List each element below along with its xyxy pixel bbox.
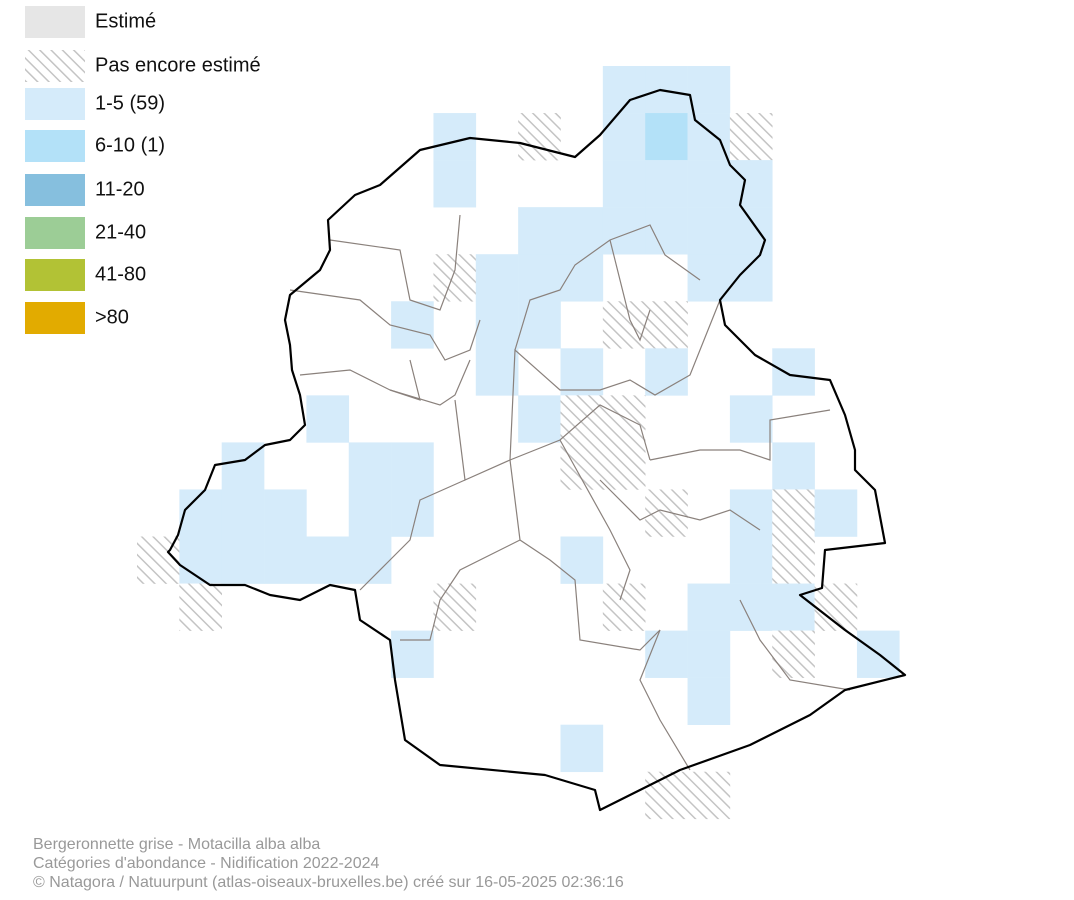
grid-cells (137, 66, 900, 820)
grid-cell (645, 207, 688, 255)
grid-cell (518, 395, 561, 443)
grid-cell (475, 301, 519, 349)
grid-cell (348, 442, 392, 490)
grid-cell (729, 395, 773, 443)
grid-cell (645, 771, 688, 820)
grid-cell (729, 536, 773, 584)
legend-label: 6-10 (1) (95, 134, 165, 156)
grid-cell (729, 113, 773, 161)
grid-cell (475, 348, 519, 396)
grid-cell (560, 207, 604, 255)
grid-cell (729, 207, 773, 255)
grid-cell (560, 395, 604, 443)
legend-label: 41-80 (95, 263, 146, 285)
grid-cell (602, 301, 646, 349)
grid-cell (602, 160, 646, 208)
legend-swatch (25, 302, 85, 334)
grid-cell (602, 583, 646, 631)
grid-cell (433, 113, 477, 161)
grid-cell (518, 301, 561, 349)
grid-cell (772, 583, 815, 631)
grid-cell (433, 254, 477, 302)
grid-cell (645, 113, 688, 161)
grid-cell (687, 771, 731, 820)
legend-label: >80 (95, 306, 129, 328)
footer-line: Catégories d'abondance - Nidification 20… (33, 855, 380, 872)
grid-cell (729, 583, 773, 631)
grid-cell (179, 536, 222, 584)
grid-cell (602, 442, 646, 490)
grid-cell (814, 489, 858, 537)
grid-cell (433, 583, 477, 631)
legend: Estimé Pas encore estimé 1-5 (59) 6-10 (1) 1… (25, 6, 261, 334)
legend-label: 11-20 (95, 178, 145, 200)
grid-cell (772, 630, 815, 678)
grid-cell (772, 442, 815, 490)
grid-cell (306, 536, 350, 584)
grid-cell (645, 66, 688, 114)
grid-cell (348, 536, 392, 584)
grid-cell (391, 442, 434, 490)
grid-cell (687, 160, 731, 208)
grid-cell (560, 348, 604, 396)
grid-cell (560, 442, 604, 490)
grid-cell (306, 395, 350, 443)
legend-label: 1-5 (59) (95, 92, 165, 114)
legend-swatch (25, 174, 85, 206)
grid-cell (645, 160, 688, 208)
legend-label: Estimé (95, 10, 156, 32)
grid-cell (391, 630, 434, 678)
grid-cell (687, 207, 731, 255)
legend-swatch (25, 88, 85, 120)
grid-cell (602, 395, 646, 443)
grid-cell (221, 489, 265, 537)
region-outline (166, 88, 907, 812)
grid-cell (602, 113, 646, 161)
grid-cell (729, 489, 773, 537)
grid-cell (433, 160, 477, 208)
grid-cell (264, 489, 307, 537)
grid-cell (687, 254, 731, 302)
grid-cell (264, 536, 307, 584)
grid-cell (221, 536, 265, 584)
grid-cell (475, 254, 519, 302)
municipal-borders (289, 214, 851, 771)
grid-cell (687, 583, 731, 631)
grid-cell (602, 207, 646, 255)
grid-cell (179, 489, 222, 537)
grid-cell (772, 489, 815, 537)
grid-cell (645, 301, 688, 349)
grid-cell (560, 724, 604, 773)
legend-label: Pas encore estimé (95, 54, 261, 76)
legend-swatch (25, 6, 85, 38)
legend-swatch (25, 130, 85, 162)
grid-cell (391, 301, 434, 349)
footer: Bergeronnette grise - Motacilla alba alb… (33, 836, 624, 891)
grid-cell (518, 254, 561, 302)
legend-swatch (25, 259, 85, 291)
grid-cell (560, 536, 604, 584)
grid-cell (518, 207, 561, 255)
legend-swatch (25, 50, 85, 82)
grid-cell (687, 66, 731, 114)
grid-cell (687, 630, 731, 678)
grid-cell (518, 113, 561, 161)
grid-cell (772, 536, 815, 584)
grid-cell (729, 160, 773, 208)
grid-cell (179, 583, 222, 631)
grid-cell (687, 677, 731, 725)
legend-label: 21-40 (95, 221, 146, 243)
grid-cell (772, 348, 815, 396)
footer-line: Bergeronnette grise - Motacilla alba alb… (33, 836, 320, 853)
grid-cell (348, 489, 392, 537)
legend-swatch (25, 217, 85, 249)
footer-line: © Natagora / Natuurpunt (atlas-oiseaux-b… (33, 874, 624, 891)
grid-cell (645, 489, 688, 537)
